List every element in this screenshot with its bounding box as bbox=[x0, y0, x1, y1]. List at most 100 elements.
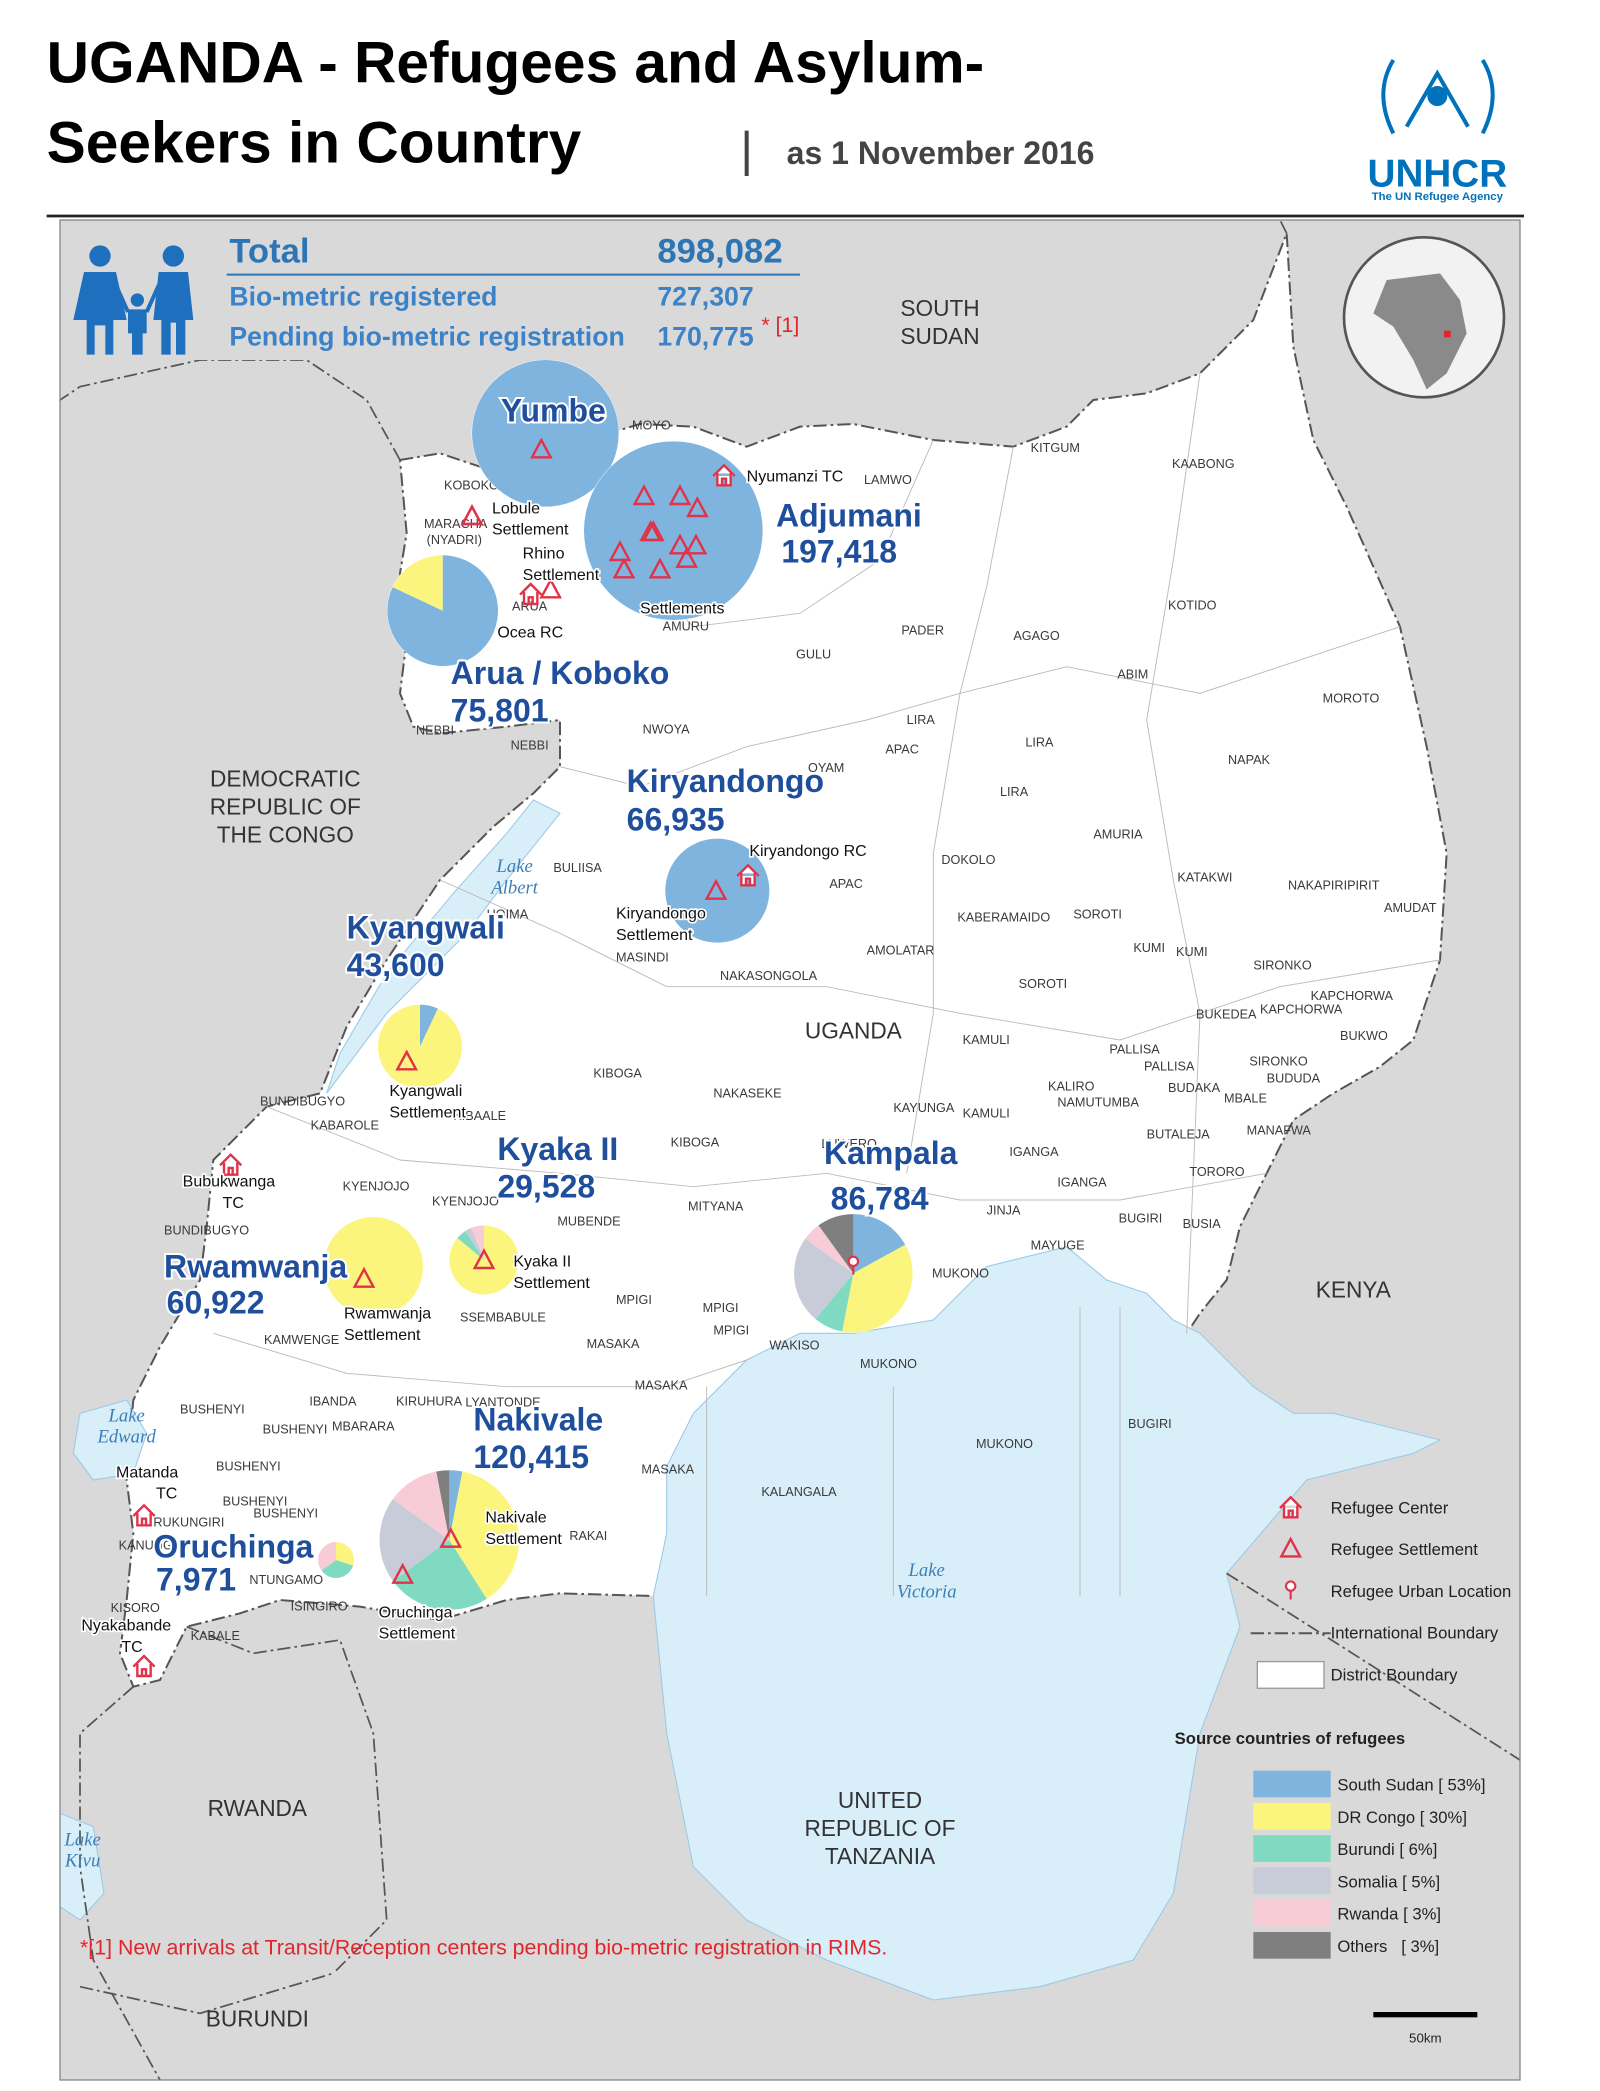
district-label: LIRA bbox=[1025, 736, 1054, 750]
district-label: AMUDAT bbox=[1384, 901, 1437, 915]
district-label: MPIGI bbox=[616, 1293, 652, 1307]
pie-slice bbox=[665, 838, 770, 943]
refugee-settlement-icon bbox=[684, 533, 708, 555]
pie-slice bbox=[842, 1244, 913, 1333]
district-label: NAKASEKE bbox=[713, 1086, 781, 1100]
place-label: Oruchinga bbox=[379, 1604, 453, 1621]
district-label: SOROTI bbox=[1019, 977, 1068, 991]
district-label: DOKOLO bbox=[941, 853, 995, 867]
site-pie bbox=[386, 554, 499, 667]
district-label: KYENJOJO bbox=[343, 1180, 410, 1194]
africa bbox=[1373, 273, 1467, 390]
stats-backdrop bbox=[66, 226, 814, 360]
district-boundary bbox=[559, 626, 1401, 788]
site-total: 7,971 bbox=[156, 1562, 236, 1598]
district-label: BUGIRI bbox=[1119, 1212, 1163, 1226]
legend-label: Burundi [ 6%] bbox=[1337, 1840, 1437, 1859]
site-pie bbox=[664, 838, 770, 944]
place-label: Settlement bbox=[389, 1104, 466, 1121]
district-labels: MOYO KOBOKO MARACHA (NYADRI) ARUA AMURU LAMWO K… bbox=[111, 418, 1437, 1643]
site-pie bbox=[377, 1004, 463, 1090]
urban-location-icon bbox=[847, 1255, 860, 1268]
legend-label: DR Congo [ 30%] bbox=[1337, 1808, 1467, 1827]
pie-slice bbox=[323, 1217, 423, 1317]
district-label: BUKWO bbox=[1340, 1029, 1388, 1043]
refugee-center-icon bbox=[1279, 1495, 1303, 1519]
pie-slice bbox=[318, 1542, 336, 1571]
place-label: Settlement bbox=[379, 1626, 456, 1643]
place-label: TC bbox=[223, 1195, 244, 1212]
lake-label: Edward bbox=[96, 1427, 156, 1448]
pie-slice bbox=[471, 1225, 484, 1260]
refugee-settlement-icon bbox=[648, 557, 672, 579]
country-label: SOUTH bbox=[900, 295, 979, 321]
refugee-settlement-icon bbox=[460, 504, 484, 526]
locator-globe bbox=[1342, 236, 1506, 399]
place-label: Settlement bbox=[523, 567, 600, 584]
stats-pending: 170,775 bbox=[657, 321, 754, 351]
pie-slice bbox=[583, 441, 763, 621]
country-label: UNITED bbox=[838, 1787, 922, 1813]
title-line: UGANDA - Refugees and Asylum- bbox=[47, 31, 985, 96]
district-boundaries bbox=[213, 373, 1441, 1596]
country-label: REPUBLIC OF bbox=[804, 1815, 955, 1841]
country-label: TANZANIA bbox=[825, 1843, 936, 1869]
site-name: Kiryandongo bbox=[627, 763, 824, 799]
district-label: BUSIA bbox=[1183, 1217, 1222, 1231]
boundary bbox=[1279, 220, 1288, 234]
legend-swatch bbox=[1253, 1835, 1331, 1862]
stats-pending-note: * [1] bbox=[761, 313, 799, 337]
stats-registered: 727,307 bbox=[657, 281, 753, 311]
site-pie bbox=[583, 440, 764, 621]
place-label: Ocea RC bbox=[497, 624, 563, 641]
legend-swatch bbox=[1253, 1770, 1331, 1798]
district-label: IBANDA bbox=[309, 1394, 357, 1408]
refugee-settlement-icon bbox=[685, 496, 709, 518]
refugee-settlement-icon bbox=[668, 533, 692, 555]
district-label: MAYUGE bbox=[1031, 1238, 1085, 1252]
site-name: Kyaka II bbox=[497, 1131, 618, 1167]
site-total: 120,415 bbox=[473, 1439, 589, 1475]
district-label: KALANGALA bbox=[761, 1485, 837, 1499]
icon-part bbox=[73, 272, 127, 355]
district-label: BUSHENYI bbox=[223, 1494, 288, 1508]
district-label: MASINDI bbox=[616, 950, 669, 964]
pie-slice bbox=[815, 1273, 854, 1332]
district-label: MPIGI bbox=[703, 1301, 739, 1315]
legend-label: International Boundary bbox=[1331, 1624, 1499, 1643]
logo-subtitle: The UN Refugee Agency bbox=[1372, 191, 1504, 203]
refugee-settlement-icon bbox=[704, 878, 728, 900]
district-label: AMURU bbox=[663, 620, 709, 634]
lake-label: Lake bbox=[108, 1405, 145, 1426]
legend-label: Refugee Center bbox=[1331, 1498, 1449, 1517]
district-label: MANAFWA bbox=[1247, 1124, 1312, 1138]
district-label: KAMULI bbox=[963, 1106, 1010, 1120]
district-label: NAKASONGOLA bbox=[720, 969, 818, 983]
lake-label: Lake bbox=[496, 856, 533, 877]
site-pie bbox=[449, 1225, 519, 1295]
title-line: Seekers in Country bbox=[47, 111, 582, 176]
place-label: Nakivale bbox=[485, 1510, 546, 1527]
district-label: KOTIDO bbox=[1168, 598, 1217, 612]
district-label: JINJA bbox=[987, 1204, 1021, 1218]
site-total: 86,784 bbox=[831, 1180, 929, 1216]
refugee-center-icon bbox=[132, 1654, 156, 1678]
legend-title: Source countries of refugees bbox=[1175, 1729, 1405, 1748]
refugee-settlement-icon bbox=[529, 437, 553, 459]
site-pie bbox=[323, 1216, 424, 1317]
district-label: AMOLATAR bbox=[867, 944, 935, 958]
district-label: OYAM bbox=[808, 761, 844, 775]
site-name: Adjumani bbox=[776, 498, 922, 534]
place-label: Matanda bbox=[116, 1464, 178, 1481]
place-labels: Nyumanzi TC Lobule Settlement Rhino Settleme… bbox=[80, 467, 869, 1658]
district-label: MASAKA bbox=[587, 1337, 640, 1351]
site-pies bbox=[317, 359, 913, 1611]
district-label: BUSHENYI bbox=[263, 1422, 328, 1436]
map-frame bbox=[59, 219, 1521, 2081]
country-label: RWANDA bbox=[208, 1795, 308, 1821]
district-label: BUNDIBUGYO bbox=[260, 1094, 345, 1108]
refugee-settlement-icon bbox=[675, 546, 699, 568]
district-label: MOROTO bbox=[1323, 692, 1380, 706]
district-label: NTUNGAMO bbox=[249, 1573, 323, 1587]
country-label: BURUNDI bbox=[206, 2006, 309, 2032]
